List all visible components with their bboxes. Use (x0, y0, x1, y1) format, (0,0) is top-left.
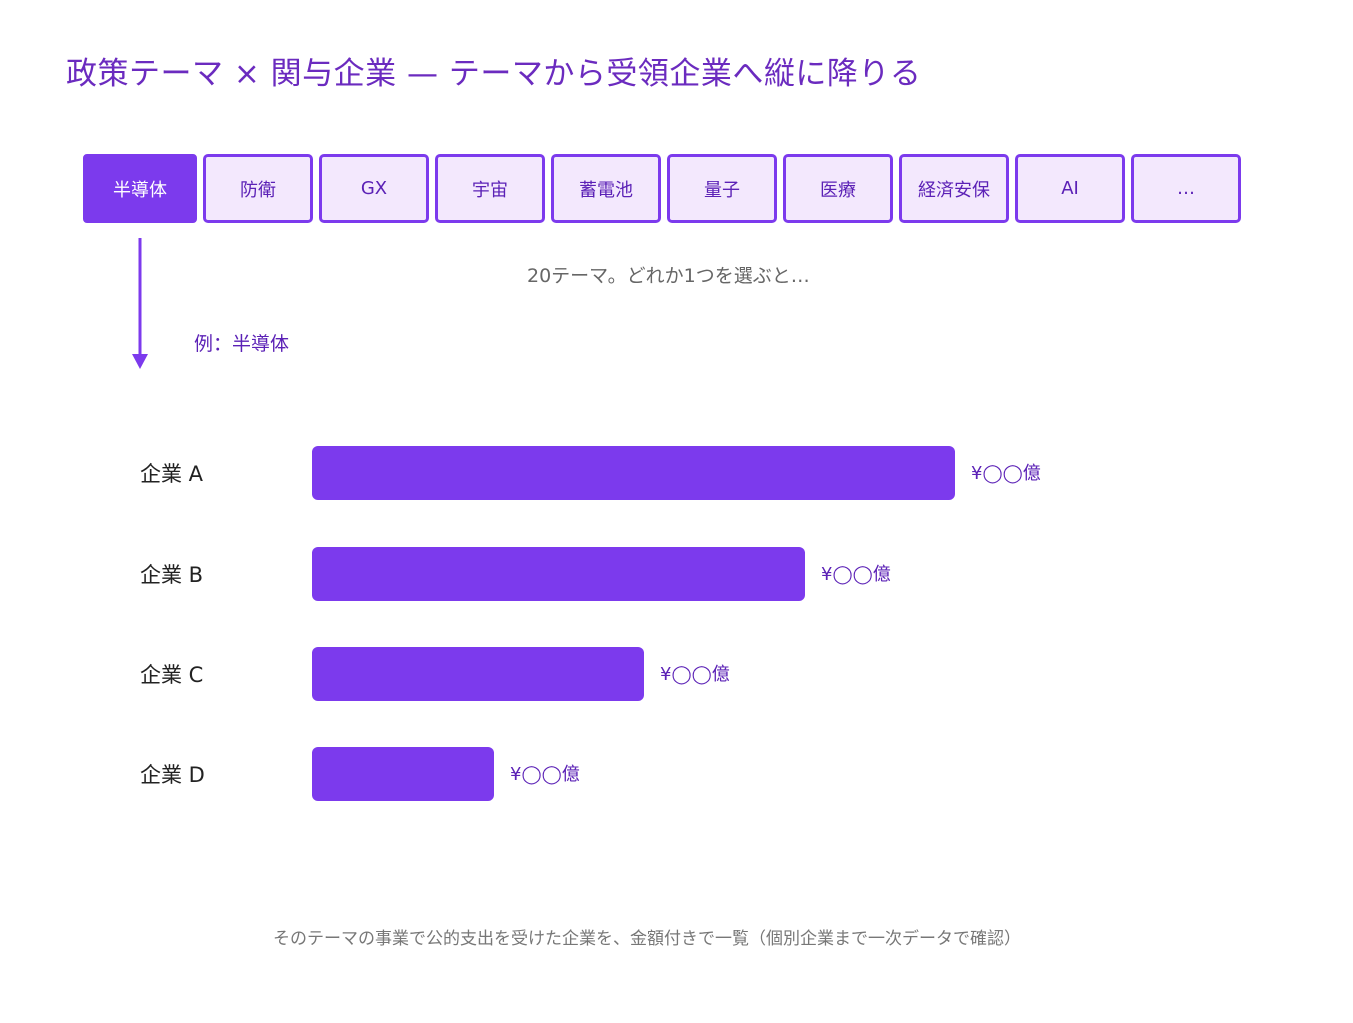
amount-bar (312, 647, 644, 701)
tab-medical[interactable]: 医療 (783, 154, 893, 223)
company-name: 企業 A (140, 462, 204, 486)
tab-quantum[interactable]: 量子 (667, 154, 777, 223)
amount-label: ¥◯◯億 (510, 764, 580, 785)
page-title: 政策テーマ × 関与企業 — テーマから受領企業へ縦に降りる (66, 56, 922, 92)
tab-economic-security[interactable]: 経済安保 (899, 154, 1009, 223)
company-row: 企業 A ¥◯◯億 (0, 446, 1353, 500)
example-label: 例：半導体 (194, 333, 290, 355)
company-name: 企業 B (140, 563, 204, 587)
company-row: 企業 B ¥◯◯億 (0, 547, 1353, 601)
tab-ai[interactable]: AI (1015, 154, 1125, 223)
theme-tabs: 半導体 防衛 GX 宇宙 蓄電池 量子 医療 経済安保 AI … (83, 154, 1241, 223)
amount-label: ¥◯◯億 (660, 664, 730, 685)
company-name: 企業 C (140, 663, 204, 687)
tab-more[interactable]: … (1131, 154, 1241, 223)
amount-label: ¥◯◯億 (821, 564, 891, 585)
footer-caption: そのテーマの事業で公的支出を受けた企業を、金額付きで一覧（個別企業まで一次データ… (273, 929, 1021, 949)
tab-battery[interactable]: 蓄電池 (551, 154, 661, 223)
tab-defense[interactable]: 防衛 (203, 154, 313, 223)
tab-gx[interactable]: GX (319, 154, 429, 223)
tab-semiconductor[interactable]: 半導体 (83, 154, 197, 223)
amount-label: ¥◯◯億 (971, 463, 1041, 484)
down-arrow-icon (132, 238, 148, 369)
company-row: 企業 C ¥◯◯億 (0, 647, 1353, 701)
company-row: 企業 D ¥◯◯億 (0, 747, 1353, 801)
amount-bar (312, 747, 494, 801)
amount-bar (312, 446, 955, 500)
theme-count-note: 20テーマ。どれか1つを選ぶと… (527, 265, 810, 287)
amount-bar (312, 547, 805, 601)
company-name: 企業 D (140, 763, 205, 787)
tab-space[interactable]: 宇宙 (435, 154, 545, 223)
